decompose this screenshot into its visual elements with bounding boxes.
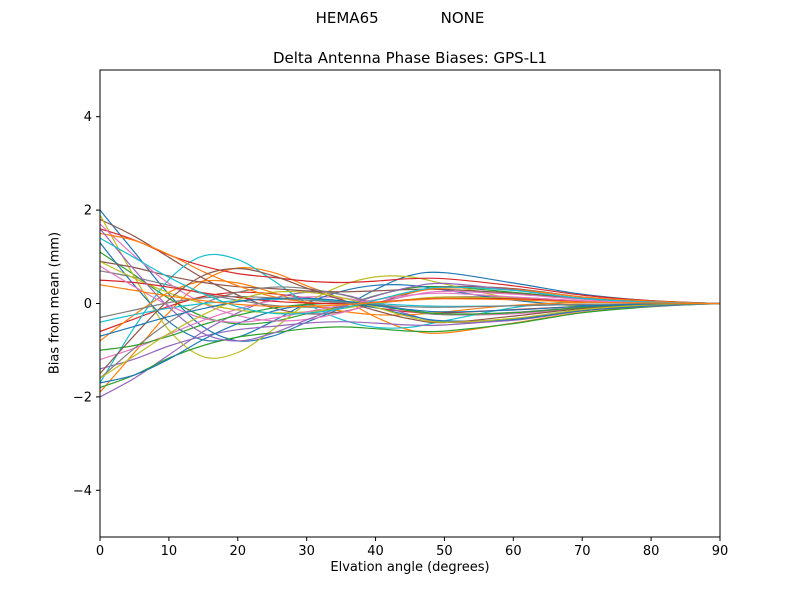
x-tick-label: 80 (643, 544, 660, 559)
x-tick-label: 10 (161, 544, 178, 559)
series-line (99, 223, 721, 322)
series-line (99, 209, 721, 342)
series-line (99, 228, 721, 305)
y-tick-label: −4 (73, 484, 92, 499)
x-tick-label: 0 (96, 544, 104, 559)
x-tick-label: 20 (230, 544, 247, 559)
y-tick-label: 2 (84, 204, 92, 219)
series-line (99, 295, 721, 319)
y-tick-label: 4 (84, 110, 92, 125)
series-line (99, 290, 721, 379)
x-tick-label: 90 (712, 544, 729, 559)
series-line (99, 284, 721, 308)
series-line (99, 267, 721, 374)
series-line (99, 267, 721, 393)
x-tick-label: 30 (298, 544, 315, 559)
x-tick-label: 40 (367, 544, 384, 559)
series-line (99, 260, 721, 305)
y-tick-label: 0 (84, 297, 92, 312)
series-line (99, 265, 721, 323)
figure-suptitle: HEMA65 NONE (315, 9, 485, 27)
x-tick-label: 60 (505, 544, 522, 559)
series-line (99, 232, 721, 305)
series-line (99, 297, 721, 337)
x-tick-label: 50 (436, 544, 453, 559)
y-tick-label: −2 (73, 390, 92, 405)
series-line (99, 214, 721, 359)
series-line (99, 302, 721, 389)
series-line (99, 237, 721, 315)
y-axis-label: Bias from mean (mm) (47, 231, 63, 375)
x-tick-label: 70 (574, 544, 591, 559)
chart-title: Delta Antenna Phase Biases: GPS-L1 (272, 49, 548, 67)
x-axis-label: Elvation angle (degrees) (330, 560, 490, 575)
